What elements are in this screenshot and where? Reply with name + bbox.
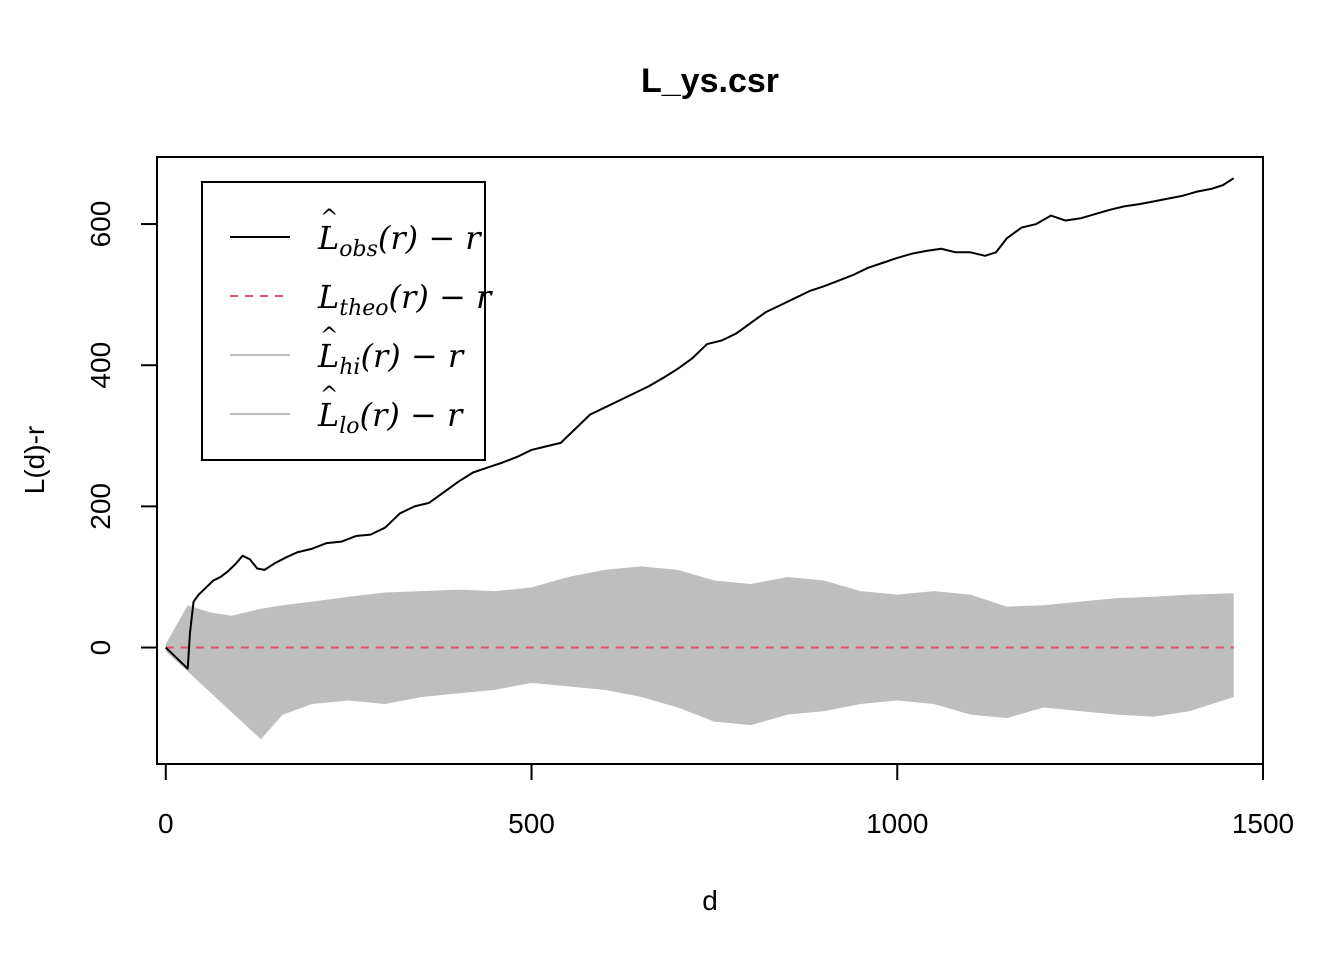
- legend-label: Lhi(r) − r: [317, 337, 465, 380]
- envelope-band: [165, 566, 1234, 740]
- legend-label: Lobs(r) − r: [317, 219, 482, 262]
- legend-label: Llo(r) − r: [317, 396, 464, 439]
- y-axis-label: L(d)-r: [19, 426, 50, 494]
- legend-item-hi: Lhi(r) − r^: [230, 324, 465, 380]
- y-tick-label: 600: [85, 201, 116, 248]
- legend-hat: ^: [320, 383, 338, 408]
- chart-title: L_ys.csr: [641, 62, 779, 100]
- legend-item-obs: Lobs(r) − r^: [230, 206, 482, 262]
- legend-label: Ltheo(r) − r: [317, 278, 493, 321]
- y-tick-label: 0: [85, 640, 116, 656]
- x-tick-label: 1000: [866, 808, 928, 839]
- x-tick-label: 500: [508, 808, 555, 839]
- x-tick-label: 0: [158, 808, 174, 839]
- envelope-band-fill: [165, 566, 1234, 740]
- legend-hat: ^: [320, 206, 338, 231]
- x-axis-label: d: [702, 885, 718, 916]
- y-tick-label: 400: [85, 342, 116, 389]
- legend-item-theo: Ltheo(r) − r: [230, 278, 493, 321]
- y-tick-label: 200: [85, 483, 116, 530]
- series-layer: [165, 177, 1235, 670]
- x-tick-label: 1500: [1232, 808, 1294, 839]
- legend-hat: ^: [320, 324, 338, 349]
- series-obs-line: [165, 177, 1235, 670]
- y-axis: 0 200 400 600: [85, 201, 158, 656]
- legend-item-lo: Llo(r) − r^: [230, 383, 464, 439]
- x-axis: 0 500 1000 1500: [158, 763, 1294, 839]
